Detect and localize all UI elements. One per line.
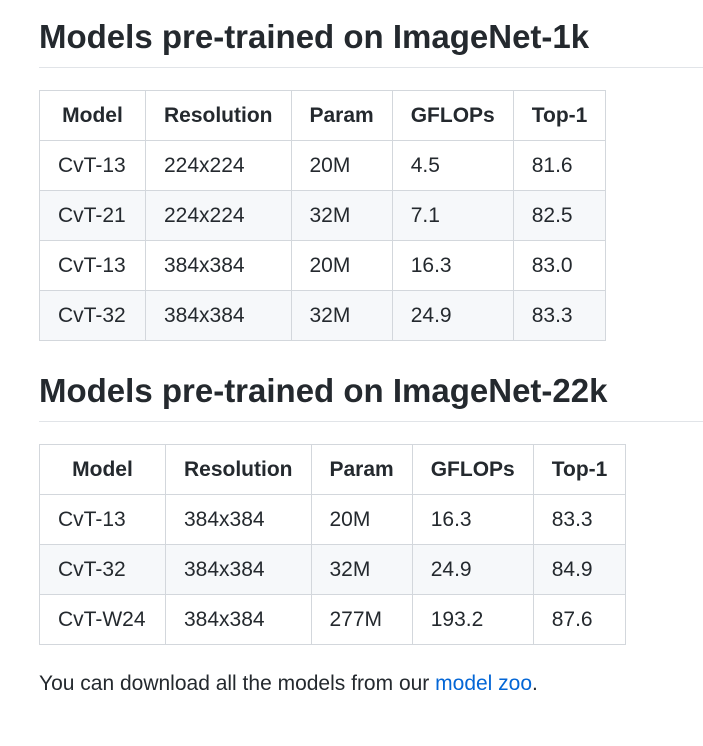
download-note-text: You can download all the models from our (39, 672, 436, 695)
cell-model: CvT-W24 (39, 594, 166, 645)
cell-model: CvT-32 (39, 290, 146, 341)
cell-resolution: 384x384 (165, 544, 312, 595)
cell-top1: 82.5 (512, 190, 607, 241)
table-header-row: Model Resolution Param GFLOPs Top-1 (39, 444, 627, 495)
download-note: You can download all the models from our… (39, 669, 703, 699)
column-header-top1: Top-1 (512, 90, 607, 141)
cell-resolution: 224x224 (145, 190, 292, 241)
cell-gflops: 4.5 (391, 140, 514, 191)
table-header-row: Model Resolution Param GFLOPs Top-1 (39, 90, 607, 141)
column-header-resolution: Resolution (165, 444, 312, 495)
cell-resolution: 224x224 (145, 140, 292, 191)
cell-param: 20M (290, 140, 393, 191)
imagenet-22k-models-table: Model Resolution Param GFLOPs Top-1 CvT-… (39, 444, 627, 645)
table-row: CvT-32 384x384 32M 24.9 83.3 (39, 290, 607, 341)
cell-top1: 84.9 (532, 544, 627, 595)
cell-top1: 81.6 (512, 140, 607, 191)
cell-param: 20M (310, 494, 413, 545)
cell-resolution: 384x384 (165, 594, 312, 645)
column-header-resolution: Resolution (145, 90, 292, 141)
table-row: CvT-21 224x224 32M 7.1 82.5 (39, 190, 607, 241)
section-heading-imagenet-1k: Models pre-trained on ImageNet-1k (39, 14, 703, 68)
table-row: CvT-13 384x384 20M 16.3 83.3 (39, 494, 627, 545)
table-row: CvT-13 384x384 20M 16.3 83.0 (39, 240, 607, 291)
cell-param: 32M (290, 190, 393, 241)
cell-gflops: 193.2 (411, 594, 534, 645)
table-row: CvT-W24 384x384 277M 193.2 87.6 (39, 594, 627, 645)
cell-param: 20M (290, 240, 393, 291)
cell-resolution: 384x384 (165, 494, 312, 545)
cell-resolution: 384x384 (145, 240, 292, 291)
column-header-model: Model (39, 90, 146, 141)
download-note-suffix: . (532, 672, 538, 695)
table-row: CvT-13 224x224 20M 4.5 81.6 (39, 140, 607, 191)
readme-content: Models pre-trained on ImageNet-1k Model … (39, 14, 703, 699)
cell-model: CvT-13 (39, 494, 166, 545)
cell-param: 277M (310, 594, 413, 645)
cell-top1: 83.3 (512, 290, 607, 341)
cell-top1: 87.6 (532, 594, 627, 645)
cell-model: CvT-13 (39, 140, 146, 191)
model-zoo-link[interactable]: model zoo (435, 672, 533, 695)
cell-top1: 83.0 (512, 240, 607, 291)
cell-gflops: 16.3 (411, 494, 534, 545)
cell-param: 32M (290, 290, 393, 341)
cell-gflops: 7.1 (391, 190, 514, 241)
column-header-model: Model (39, 444, 166, 495)
cell-top1: 83.3 (532, 494, 627, 545)
cell-gflops: 24.9 (391, 290, 514, 341)
column-header-gflops: GFLOPs (391, 90, 514, 141)
column-header-param: Param (310, 444, 413, 495)
column-header-param: Param (290, 90, 393, 141)
table-row: CvT-32 384x384 32M 24.9 84.9 (39, 544, 627, 595)
cell-gflops: 16.3 (391, 240, 514, 291)
cell-model: CvT-32 (39, 544, 166, 595)
imagenet-1k-models-table: Model Resolution Param GFLOPs Top-1 CvT-… (39, 90, 607, 341)
cell-gflops: 24.9 (411, 544, 534, 595)
cell-param: 32M (310, 544, 413, 595)
column-header-gflops: GFLOPs (411, 444, 534, 495)
section-heading-imagenet-22k: Models pre-trained on ImageNet-22k (39, 368, 703, 422)
cell-model: CvT-13 (39, 240, 146, 291)
cell-resolution: 384x384 (145, 290, 292, 341)
cell-model: CvT-21 (39, 190, 146, 241)
column-header-top1: Top-1 (532, 444, 627, 495)
